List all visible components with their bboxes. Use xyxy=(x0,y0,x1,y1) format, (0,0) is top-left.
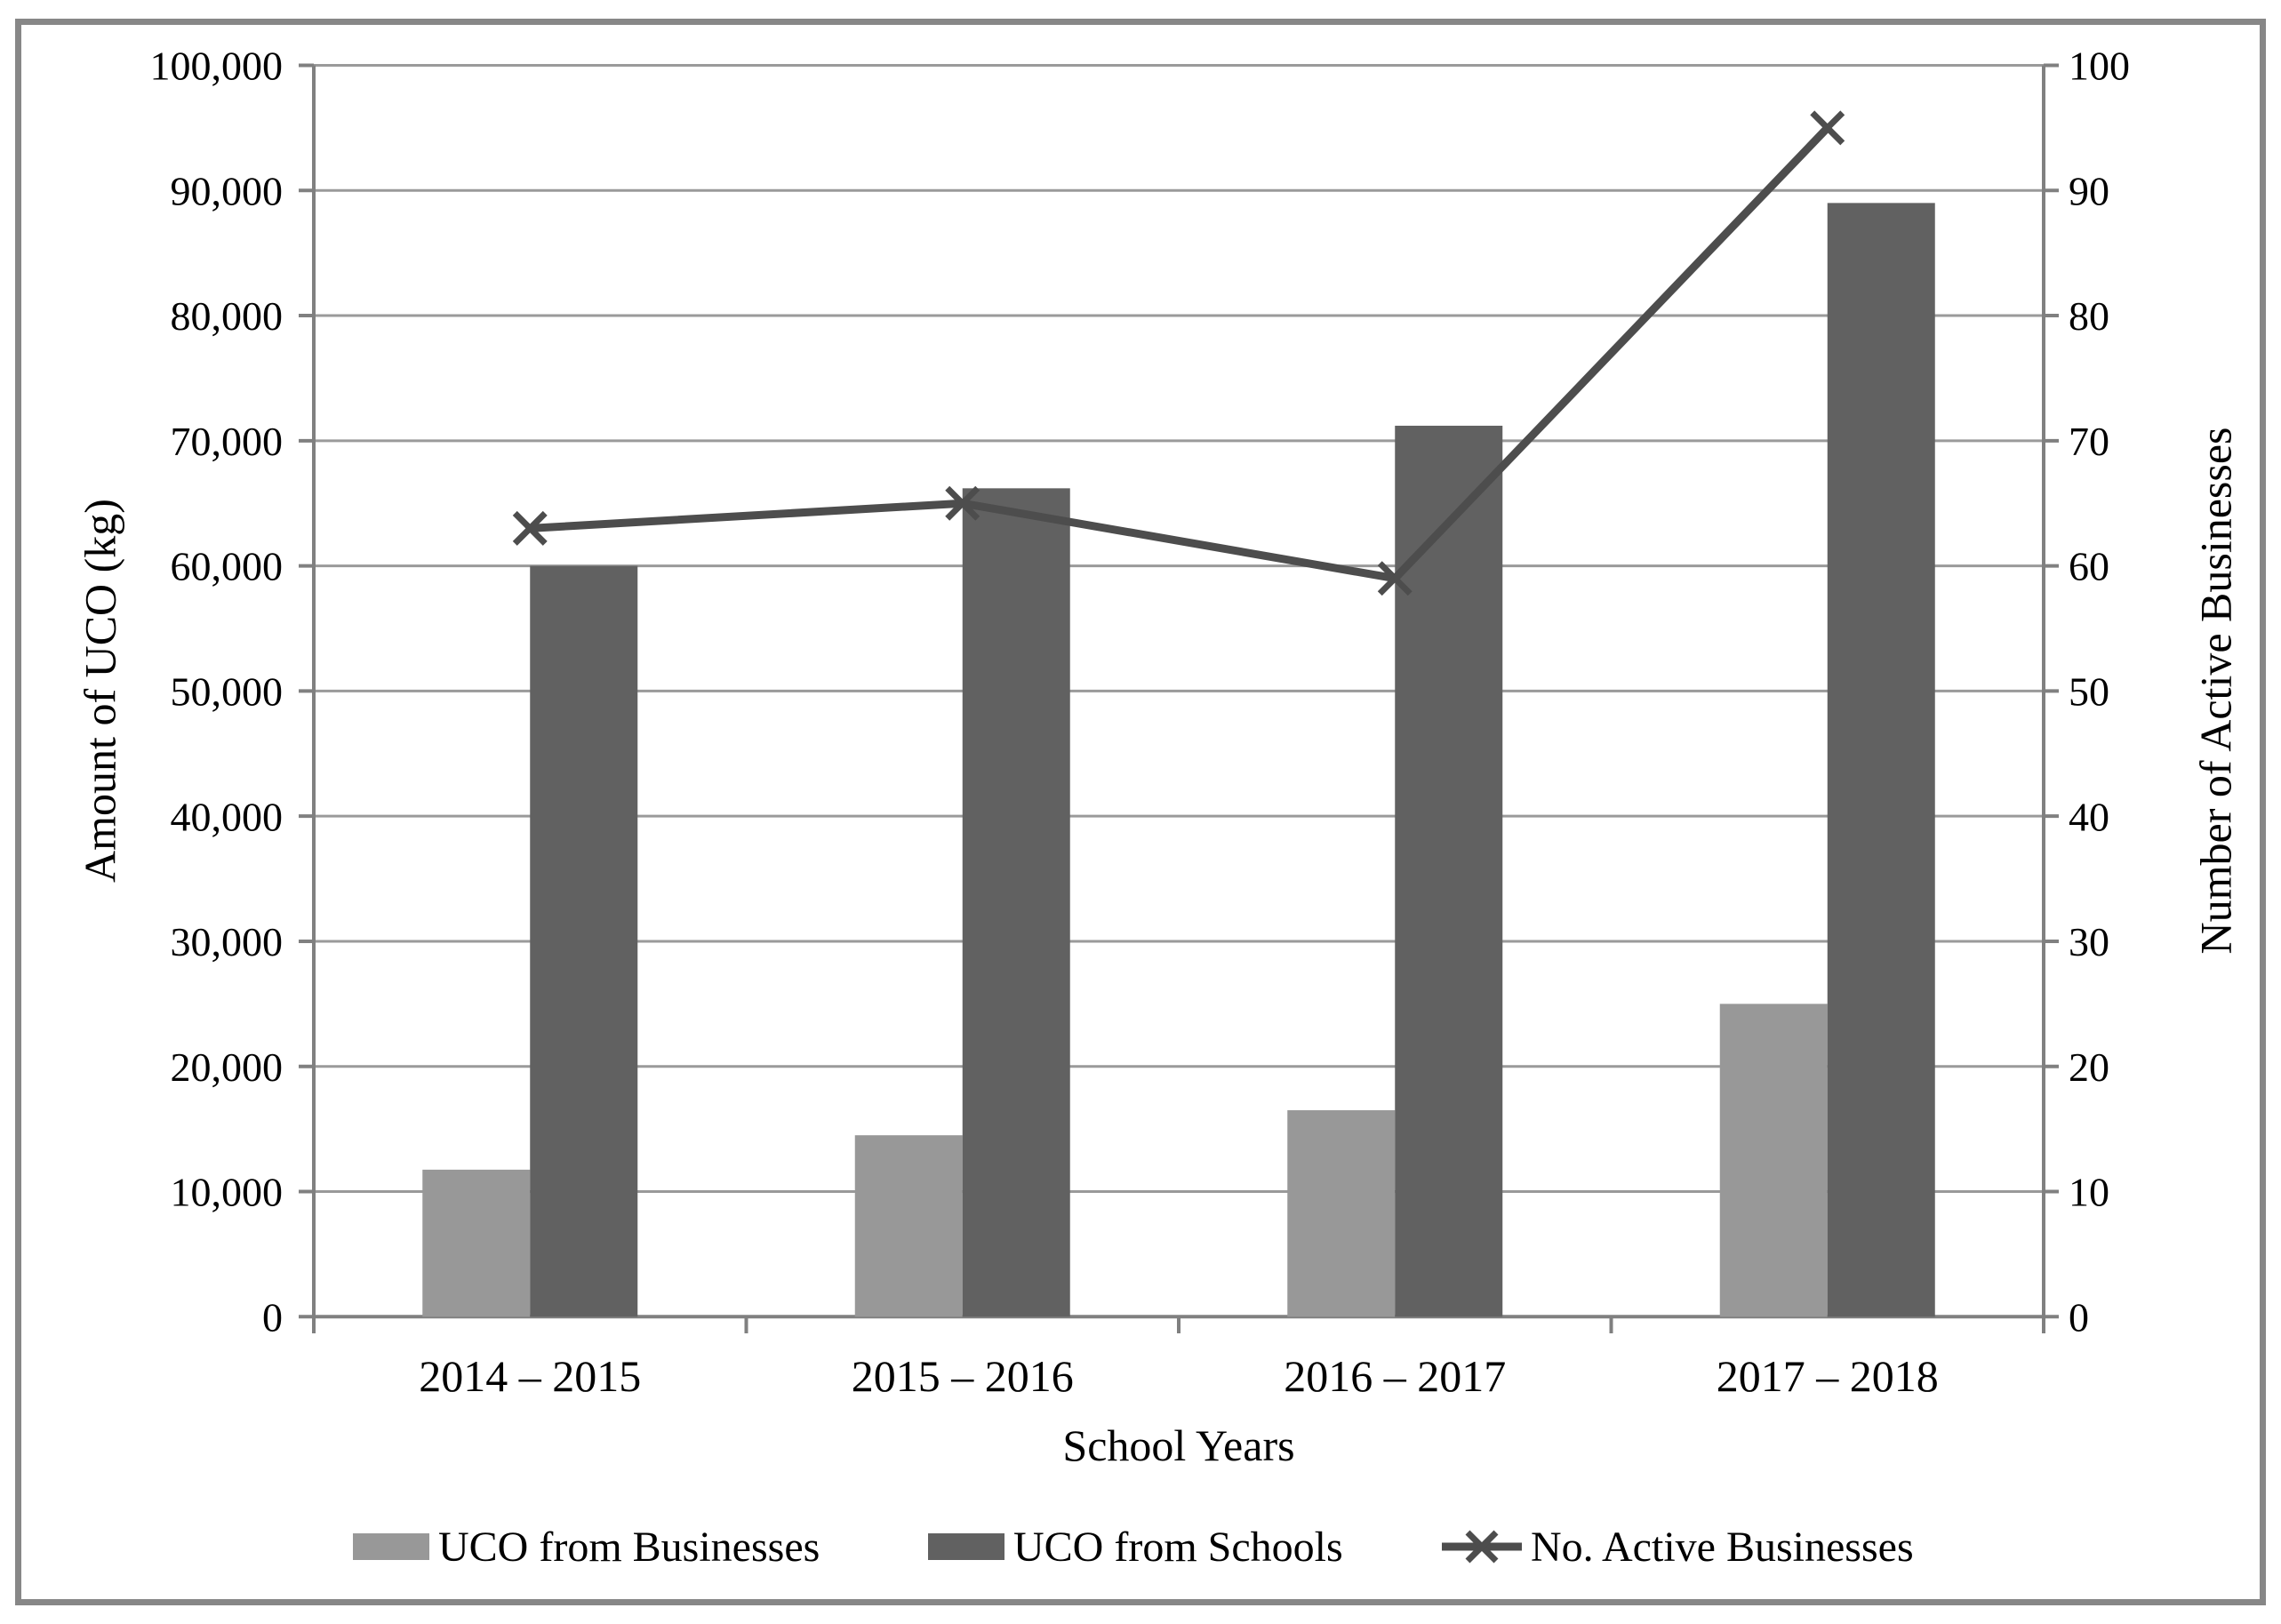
legend-label-uco-from-schools: UCO from Schools xyxy=(1013,1524,1343,1571)
y-tick-label-right: 10 xyxy=(2069,1170,2109,1215)
legend-group: UCO from Businesses UCO from Schools No. A… xyxy=(353,1524,1914,1571)
legend-swatch-uco-from-businesses xyxy=(353,1533,429,1560)
y-tick-label-left: 90,000 xyxy=(171,168,284,213)
bar-uco-from-businesses xyxy=(854,1135,963,1317)
x-category-label: 2015 – 2016 xyxy=(852,1351,1074,1401)
y-tick-label-right: 60 xyxy=(2069,544,2109,589)
y-tick-label-right: 0 xyxy=(2069,1294,2089,1340)
tick-labels-group: 0 10,000 20,000 30,000 40,000 50,000 60,000 70,… xyxy=(150,44,2131,1340)
y-tick-label-left: 50,000 xyxy=(171,669,284,715)
line-series-group xyxy=(512,110,1845,596)
y-tick-label-right: 40 xyxy=(2069,794,2109,839)
y-tick-label-left: 0 xyxy=(262,1294,283,1340)
y-tick-label-right: 100 xyxy=(2069,44,2130,89)
y-tick-label-left: 60,000 xyxy=(171,544,284,589)
y-tick-label-left: 20,000 xyxy=(171,1044,284,1090)
line-no-active-businesses xyxy=(529,124,1830,583)
y-tick-label-right: 30 xyxy=(2069,919,2109,964)
y-tick-label-left: 10,000 xyxy=(171,1170,284,1215)
x-category-label: 2016 – 2017 xyxy=(1284,1351,1506,1401)
bar-series-group xyxy=(422,203,1935,1317)
y-tick-label-right: 80 xyxy=(2069,293,2109,339)
bar-uco-from-schools xyxy=(530,565,638,1317)
x-category-label: 2014 – 2015 xyxy=(419,1351,641,1401)
bar-uco-from-schools xyxy=(1395,425,1503,1317)
y-axis-title-left: Amount of UCO (kg) xyxy=(76,499,125,883)
bar-uco-from-businesses xyxy=(1287,1110,1396,1317)
x-category-label: 2017 – 2018 xyxy=(1717,1351,1939,1401)
bar-uco-from-schools xyxy=(962,488,1070,1317)
category-labels-group: 2014 – 2015 2015 – 2016 2016 – 2017 2017 – … xyxy=(419,1351,1939,1401)
y-tick-label-left: 70,000 xyxy=(171,419,284,464)
y-tick-label-right: 70 xyxy=(2069,419,2109,464)
legend-label-no-active-businesses: No. Active Businesses xyxy=(1531,1524,1914,1571)
y-tick-label-right: 50 xyxy=(2069,669,2109,715)
legend-label-uco-from-businesses: UCO from Businesses xyxy=(438,1524,820,1571)
x-axis-title: School Years xyxy=(1062,1420,1294,1470)
y-tick-label-left: 80,000 xyxy=(171,293,284,339)
x-marker xyxy=(1377,561,1413,596)
y-tick-label-left: 100,000 xyxy=(150,44,284,89)
y-tick-label-left: 30,000 xyxy=(171,919,284,964)
legend-swatch-uco-from-schools xyxy=(928,1533,1004,1560)
x-marker xyxy=(1810,110,1845,146)
bar-uco-from-businesses xyxy=(1719,1004,1828,1317)
legend-x-marker-icon xyxy=(1465,1530,1499,1564)
y-axis-title-right: Number of Active Businesses xyxy=(2191,428,2241,955)
y-tick-label-right: 20 xyxy=(2069,1044,2109,1090)
bar-uco-from-schools xyxy=(1827,203,1935,1317)
x-marker xyxy=(512,510,548,546)
figure-border xyxy=(15,19,2266,1605)
bar-uco-from-businesses xyxy=(422,1169,531,1317)
y-tick-label-right: 90 xyxy=(2069,168,2109,213)
y-tick-label-left: 40,000 xyxy=(171,794,284,839)
x-marker xyxy=(945,485,980,521)
